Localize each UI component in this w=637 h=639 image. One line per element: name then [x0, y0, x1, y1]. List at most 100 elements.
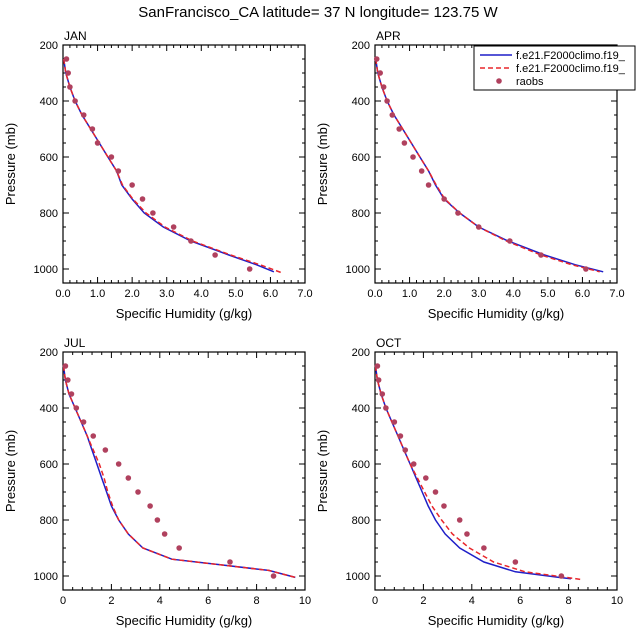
raobs-point: [270, 573, 277, 579]
y-tick-label: 1000: [346, 264, 370, 276]
raobs-point: [373, 56, 380, 62]
x-tick-label: 10: [611, 595, 623, 607]
raobs-point: [410, 461, 417, 467]
legend-entry-label: raobs: [516, 76, 544, 88]
raobs-point: [383, 405, 389, 411]
x-axis-label: Specific Humidity (g/kg): [428, 613, 565, 628]
model1-line: [374, 365, 572, 580]
x-tick-label: 5.0: [540, 288, 555, 300]
raobs-point: [135, 489, 141, 495]
plot-frame: [374, 44, 618, 284]
y-tick-label: 200: [352, 347, 370, 359]
x-tick-label: 6: [205, 595, 211, 607]
x-axis-label: Specific Humidity (g/kg): [116, 306, 253, 321]
raobs-point: [147, 503, 153, 509]
model2-line: [62, 365, 296, 579]
y-tick-label: 1000: [346, 571, 370, 583]
y-tick-label: 400: [40, 96, 58, 108]
x-tick-label: 2.0: [124, 288, 139, 300]
y-tick-label: 200: [352, 40, 370, 52]
y-tick-label: 600: [40, 459, 58, 471]
raobs-point: [68, 391, 75, 397]
raobs-point: [481, 545, 487, 551]
x-tick-label: 1.0: [90, 288, 105, 300]
raobs-point: [402, 447, 409, 453]
raobs-point: [512, 559, 519, 565]
x-axis-label: Specific Humidity (g/kg): [428, 306, 565, 321]
raobs-point: [139, 196, 146, 202]
raobs-point: [377, 70, 383, 76]
raobs-point: [380, 84, 387, 90]
x-tick-label: 2: [420, 595, 426, 607]
raobs-point: [558, 573, 565, 579]
raobs-point: [583, 266, 589, 272]
raobs-point: [391, 419, 398, 425]
y-tick-label: 800: [352, 208, 370, 220]
legend-entry-label: f.e21.F2000climo.f19_: [516, 50, 626, 62]
raobs-point: [80, 419, 87, 425]
raobs-point: [176, 545, 182, 551]
model2-line: [374, 58, 600, 273]
y-tick-label: 200: [40, 40, 58, 52]
y-axis-label: Pressure (mb): [3, 430, 18, 512]
x-tick-label: 4.0: [194, 288, 209, 300]
panel-label: JUL: [64, 336, 86, 350]
raobs-point: [464, 531, 470, 537]
raobs-point: [397, 433, 404, 439]
raobs-point: [62, 363, 69, 369]
raobs-point: [65, 377, 71, 383]
raobs-point: [374, 363, 381, 369]
legend-marker: [496, 78, 502, 84]
y-tick-label: 600: [40, 152, 58, 164]
raobs-point: [441, 196, 447, 202]
y-tick-label: 600: [352, 152, 370, 164]
raobs-point: [384, 98, 390, 104]
plot-frame: [62, 351, 306, 591]
y-axis-label: Pressure (mb): [315, 430, 330, 512]
raobs-point: [441, 503, 447, 509]
x-tick-label: 2.0: [436, 288, 451, 300]
panel-apr: APR 0.0 1.0 2.0 3.0 4.0 5.0 6.0 7.0 200 400 600 800 1…: [315, 29, 625, 321]
y-tick-label: 600: [352, 459, 370, 471]
raobs-point: [80, 112, 87, 118]
raobs-point: [246, 266, 253, 272]
x-tick-label: 0.0: [367, 288, 382, 300]
panel-label: OCT: [376, 336, 402, 350]
y-tick-label: 400: [352, 96, 370, 108]
raobs-point: [72, 98, 78, 104]
x-tick-label: 0.0: [55, 288, 70, 300]
panel-jan: JAN 0.0 1.0 2.0 3.0 4.0 5.0 6.0 7.0 200 400 600 800 1…: [3, 29, 313, 321]
raobs-point: [65, 70, 71, 76]
y-tick-label: 1000: [34, 571, 58, 583]
x-tick-label: 4: [469, 595, 475, 607]
y-tick-label: 800: [40, 208, 58, 220]
y-tick-label: 1000: [34, 264, 58, 276]
x-tick-label: 10: [299, 595, 311, 607]
panel-label: JAN: [64, 29, 87, 43]
y-axis-label: Pressure (mb): [3, 123, 18, 205]
x-tick-label: 8: [254, 595, 260, 607]
raobs-point: [227, 559, 233, 565]
y-tick-label: 400: [352, 403, 370, 415]
raobs-point: [425, 182, 432, 188]
raobs-point: [115, 461, 122, 467]
raobs-point: [401, 140, 408, 146]
x-tick-label: 6.0: [263, 288, 278, 300]
x-tick-label: 4.0: [506, 288, 521, 300]
plot-frame: [374, 351, 618, 591]
raobs-point: [102, 447, 109, 453]
raobs-point: [418, 168, 425, 174]
raobs-point: [90, 433, 97, 439]
model1-line: [374, 58, 604, 273]
x-tick-label: 6: [517, 595, 523, 607]
panel-jul: JUL 0 2 4 6 8 10 200 400 600 800 1000 Specific Humid…: [3, 336, 311, 628]
x-tick-label: 6.0: [575, 288, 590, 300]
raobs-point: [379, 391, 386, 397]
raobs-point: [507, 238, 513, 244]
raobs-point: [67, 84, 73, 90]
legend: f.e21.F2000climo.f19_f.e21.F2000climo.f1…: [473, 45, 636, 91]
x-tick-label: 4: [157, 595, 163, 607]
raobs-point: [108, 154, 115, 160]
